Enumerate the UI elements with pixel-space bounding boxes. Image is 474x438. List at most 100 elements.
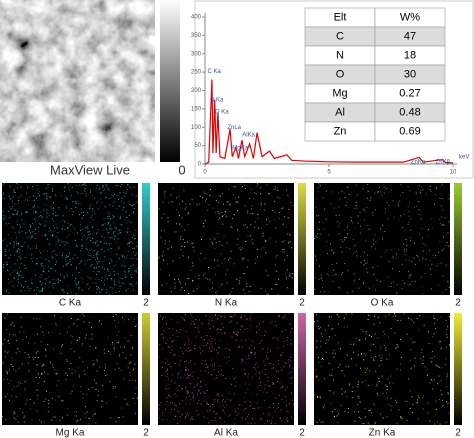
map-pixel bbox=[288, 208, 290, 210]
map-pixel bbox=[205, 344, 207, 346]
map-pixel bbox=[207, 366, 209, 368]
map-pixel bbox=[6, 262, 8, 264]
map-pixel bbox=[66, 198, 68, 200]
map-pixel bbox=[435, 255, 437, 257]
map-pixel bbox=[178, 211, 179, 213]
map-pixel bbox=[373, 323, 375, 325]
map-pixel bbox=[159, 338, 161, 340]
map-pixel bbox=[50, 196, 52, 198]
map-pixel bbox=[13, 214, 15, 216]
map-pixel bbox=[446, 386, 448, 388]
map-pixel bbox=[392, 257, 394, 259]
map-pixel bbox=[259, 342, 261, 344]
map-pixel bbox=[232, 194, 234, 196]
map-pixel bbox=[434, 317, 436, 319]
map-pixel bbox=[325, 342, 327, 344]
map-pixel bbox=[215, 200, 217, 202]
map-pixel bbox=[196, 204, 198, 206]
map-pixel bbox=[117, 237, 119, 239]
map-pixel bbox=[246, 358, 248, 360]
map-pixel bbox=[46, 217, 48, 219]
map-pixel bbox=[129, 242, 131, 244]
map-pixel bbox=[125, 211, 127, 213]
map-pixel bbox=[129, 187, 131, 188]
map-pixel bbox=[409, 190, 411, 192]
map-pixel bbox=[240, 362, 242, 364]
map-pixel bbox=[387, 378, 389, 380]
map-pixel bbox=[362, 208, 364, 210]
map-pixel bbox=[6, 313, 8, 315]
map-pixel bbox=[20, 326, 22, 328]
map-pixel bbox=[426, 253, 428, 255]
map-pixel bbox=[20, 186, 22, 188]
map-pixel bbox=[250, 208, 252, 210]
map-pixel bbox=[382, 392, 384, 394]
map-pixel bbox=[413, 321, 415, 323]
map-pixel bbox=[123, 256, 125, 258]
map-pixel bbox=[380, 360, 382, 361]
map-pixel bbox=[17, 347, 19, 349]
map-pixel bbox=[282, 316, 284, 318]
map-pixel bbox=[392, 200, 394, 202]
map-pixel bbox=[89, 346, 91, 348]
map-pixel bbox=[98, 321, 100, 323]
map-pixel bbox=[84, 337, 86, 339]
map-pixel bbox=[121, 197, 123, 199]
map-pixel bbox=[133, 238, 135, 240]
map-pixel bbox=[185, 396, 187, 398]
map-pixel bbox=[32, 222, 34, 224]
map-pixel bbox=[257, 218, 259, 220]
map-pixel bbox=[375, 356, 376, 357]
map-pixel bbox=[407, 186, 409, 188]
map-pixel bbox=[422, 363, 424, 364]
map-pixel bbox=[110, 237, 112, 239]
map-pixel bbox=[398, 409, 400, 411]
map-pixel bbox=[289, 378, 291, 380]
map-pixel bbox=[114, 193, 115, 195]
map-pixel bbox=[41, 289, 43, 291]
map-pixel bbox=[171, 201, 173, 203]
map-pixel bbox=[42, 270, 44, 272]
map-pixel bbox=[269, 414, 271, 416]
map-pixel bbox=[108, 351, 110, 352]
map-pixel bbox=[74, 239, 76, 241]
map-pixel bbox=[82, 184, 84, 186]
map-pixel bbox=[392, 255, 394, 257]
map-pixel bbox=[395, 347, 397, 349]
map-pixel bbox=[52, 203, 54, 205]
map-pixel bbox=[163, 330, 165, 332]
map-pixel bbox=[317, 396, 318, 397]
map-pixel bbox=[178, 385, 180, 387]
map-pixel bbox=[2, 240, 4, 242]
map-pixel bbox=[96, 232, 97, 234]
map-pixel bbox=[193, 250, 195, 252]
map-pixel bbox=[421, 228, 423, 230]
map-pixel bbox=[352, 291, 354, 293]
map-pixel bbox=[216, 329, 218, 331]
map-pixel bbox=[17, 241, 19, 243]
map-pixel bbox=[80, 390, 82, 392]
map-pixel bbox=[328, 267, 329, 269]
map-pixel bbox=[206, 417, 208, 419]
map-pixel bbox=[89, 417, 90, 419]
map-pixel bbox=[192, 279, 194, 281]
map-pixel bbox=[269, 385, 271, 387]
map-pixel bbox=[276, 283, 278, 285]
map-pixel bbox=[403, 249, 405, 251]
map-pixel bbox=[269, 237, 271, 239]
map-pixel bbox=[271, 321, 273, 323]
map-pixel bbox=[96, 292, 97, 294]
map-pixel bbox=[167, 248, 169, 250]
map-pixel bbox=[59, 191, 61, 193]
map-pixel bbox=[70, 335, 72, 337]
map-pixel bbox=[216, 421, 217, 423]
map-pixel bbox=[282, 386, 283, 388]
map-pixel bbox=[88, 322, 90, 324]
map-pixel bbox=[13, 189, 15, 191]
map-pixel bbox=[365, 333, 367, 335]
map-pixel bbox=[113, 231, 115, 233]
map-pixel bbox=[129, 200, 130, 202]
map-pixel bbox=[167, 378, 169, 380]
map-pixel bbox=[279, 417, 281, 418]
map-pixel bbox=[447, 232, 449, 234]
